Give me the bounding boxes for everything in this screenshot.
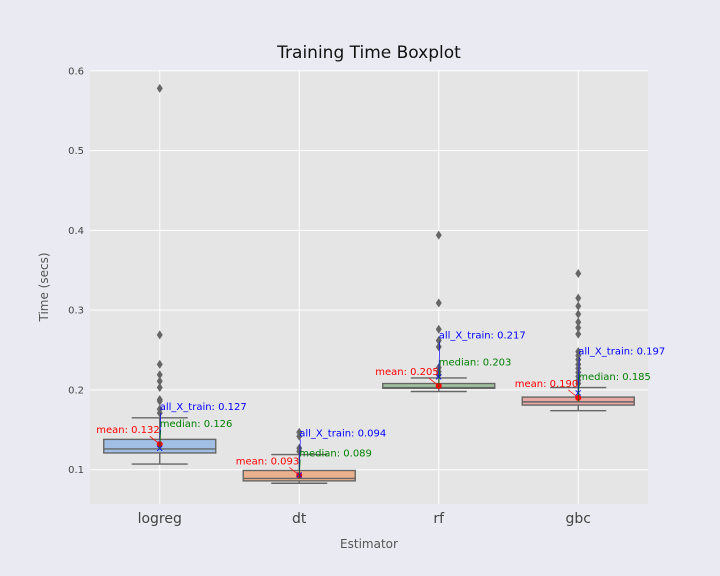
outlier-point <box>156 370 163 380</box>
x-tick-label: gbc <box>566 511 591 527</box>
annotation-arrow <box>289 467 300 476</box>
annotation-arrow <box>159 429 162 449</box>
outlier-point <box>435 335 442 345</box>
all-x-train-marker: × <box>435 372 443 383</box>
outlier-point <box>575 268 582 278</box>
median-label: median: 0.089 <box>299 448 372 459</box>
outlier-point <box>156 408 163 418</box>
mean-label: mean: 0.205 <box>375 367 439 378</box>
outlier-point <box>156 359 163 369</box>
all-x-train-marker: × <box>156 444 164 455</box>
outlier-point <box>575 355 582 365</box>
outlier-point <box>575 323 582 333</box>
annotation-arrow <box>298 459 301 479</box>
annotation-arrow <box>438 341 441 377</box>
outlier-point <box>575 317 582 327</box>
outlier-point <box>575 301 582 311</box>
x-tick-label: dt <box>292 511 307 527</box>
outlier-point <box>435 324 442 334</box>
all-x-train-label: all_X_train: 0.217 <box>439 330 526 341</box>
median-label: median: 0.203 <box>439 358 512 369</box>
y-tick-label: 0.4 <box>68 226 84 237</box>
x-tick-label: rf <box>433 511 445 527</box>
y-tick-label: 0.2 <box>68 385 84 396</box>
y-axis-ticks: 0.1 0.2 0.3 0.4 0.5 0.6 <box>68 66 84 476</box>
mean-label: mean: 0.190 <box>515 379 579 390</box>
outlier-point <box>156 376 163 386</box>
y-tick-label: 0.3 <box>68 306 84 317</box>
outlier-point <box>156 83 163 93</box>
plot-area <box>90 70 648 504</box>
all-x-train-label: all_X_train: 0.127 <box>160 402 247 413</box>
outlier-point <box>435 342 442 352</box>
outlier-point <box>575 309 582 319</box>
outlier-point <box>435 230 442 240</box>
outlier-point <box>156 383 163 393</box>
annotation-arrow <box>438 368 441 388</box>
annotation-arrow <box>568 389 579 399</box>
outlier-point <box>575 329 582 339</box>
annotation-arrow <box>577 382 580 402</box>
median-label: median: 0.185 <box>578 372 651 383</box>
y-tick-label: 0.1 <box>68 465 84 476</box>
outlier-point <box>296 431 303 441</box>
outlier-point <box>296 446 303 456</box>
y-axis-label: Time (secs) <box>37 252 51 322</box>
y-tick-label: 0.6 <box>68 66 84 77</box>
y-tick-label: 0.5 <box>68 146 84 157</box>
outlier-point <box>435 298 442 308</box>
all-x-train-label: all_X_train: 0.094 <box>299 428 386 439</box>
mean-label: mean: 0.132 <box>96 425 160 436</box>
x-axis-label: Estimator <box>340 537 398 551</box>
outlier-point <box>575 293 582 303</box>
annotation-arrow <box>149 435 160 445</box>
x-axis-ticks: logreg dt rf gbc <box>138 511 591 527</box>
x-tick-label: logreg <box>138 511 182 527</box>
chart-title: Training Time Boxplot <box>276 43 461 63</box>
annotation-arrow <box>428 377 439 387</box>
mean-label: mean: 0.093 <box>236 456 300 467</box>
annotation-arrow <box>577 357 580 393</box>
outlier-point <box>156 330 163 340</box>
outlier-point <box>156 396 163 406</box>
all-x-train-marker: × <box>574 388 582 399</box>
median-label: median: 0.126 <box>160 419 233 430</box>
all-x-train-label: all_X_train: 0.197 <box>578 346 665 357</box>
